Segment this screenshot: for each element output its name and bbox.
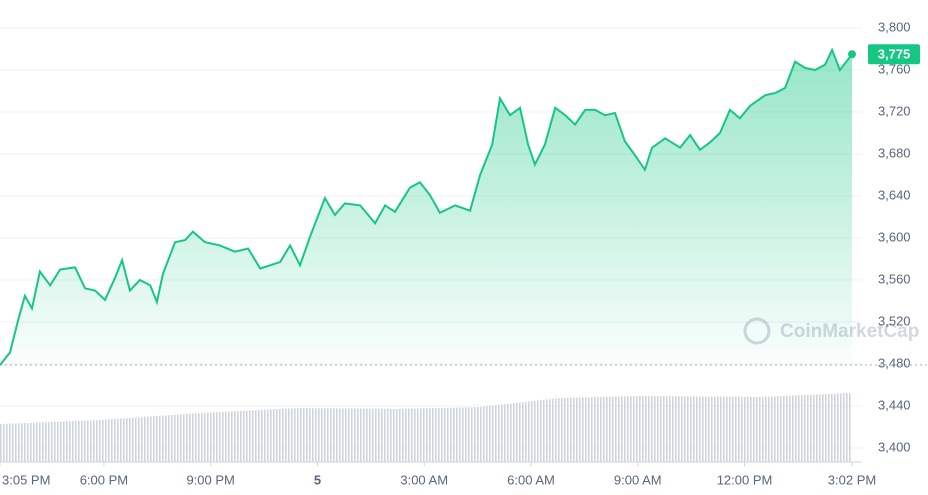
x-tick-label: 5 (314, 472, 321, 487)
y-tick-label: 3,800 (878, 19, 911, 34)
price-tag (868, 44, 920, 65)
x-tick-label: 3:02 PM (828, 472, 876, 487)
x-tick-label: 9:00 AM (614, 472, 662, 487)
area-fill (0, 50, 852, 366)
x-tick-label: 12:00 PM (717, 472, 773, 487)
x-tick-label: 6:00 PM (80, 472, 128, 487)
y-tick-label: 3,680 (878, 145, 911, 160)
y-tick-label: 3,400 (878, 439, 911, 454)
x-tick-label: 3:00 AM (400, 472, 448, 487)
volume-bars (0, 393, 852, 462)
x-tick-label: 9:00 PM (186, 472, 234, 487)
y-tick-label: 3,720 (878, 103, 911, 118)
y-tick-label: 3,640 (878, 187, 911, 202)
price-line (0, 47, 853, 366)
last-point (848, 50, 856, 59)
y-tick-label: 3,480 (878, 355, 911, 370)
y-tick-label: 3,440 (878, 397, 911, 412)
y-tick-label: 3,560 (878, 271, 911, 286)
y-tick-label: 3,600 (878, 229, 911, 244)
y-tick-label: 3,520 (878, 313, 911, 328)
x-tick-label: 6:00 AM (507, 472, 555, 487)
price-tag-label: 3,775 (878, 47, 911, 62)
y-tick-label: 3,760 (878, 61, 911, 76)
x-tick-label: 3:05 PM (2, 472, 50, 487)
